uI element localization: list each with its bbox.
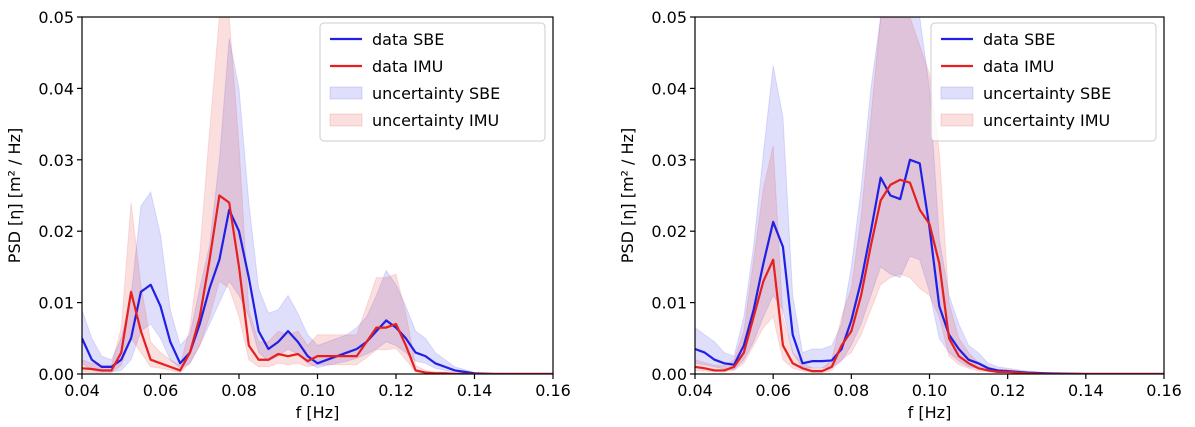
- y-tick-label: 0.00: [38, 365, 74, 384]
- legend-swatch-uncertainty-sbe: [940, 86, 974, 100]
- x-tick-label: 0.16: [1146, 381, 1182, 400]
- legend-label-data-sbe: data SBE: [983, 30, 1055, 49]
- y-tick-label: 0.05: [38, 8, 74, 27]
- legend-swatch-uncertainty-imu: [329, 113, 363, 127]
- y-tick-label: 0.03: [38, 151, 74, 170]
- x-axis-label: f [Hz]: [908, 403, 952, 422]
- legend: data SBE data IMU uncertainty SBE uncertain…: [319, 22, 546, 142]
- line-data-imu: [695, 178, 1164, 374]
- legend-box: [930, 22, 1157, 142]
- legend-label-uncertainty-imu: uncertainty IMU: [372, 111, 499, 130]
- chart-panel-2: 0.04 0.06 0.08 0.10 0.12 0.14 0.16 0.00 0.01 0.02…: [618, 8, 1182, 422]
- legend: data SBE data IMU uncertainty SBE uncertain…: [930, 22, 1157, 142]
- x-tick-label: 0.10: [300, 381, 336, 400]
- legend-box: [319, 22, 546, 142]
- x-tick-label: 0.14: [1068, 381, 1104, 400]
- legend-label-data-imu: data IMU: [983, 57, 1054, 76]
- y-tick-label: 0.04: [651, 79, 687, 98]
- y-tick-label: 0.04: [38, 79, 74, 98]
- line-data-sbe: [82, 208, 553, 374]
- y-axis-label: PSD [η] [m² / Hz]: [618, 128, 637, 263]
- x-tick-label: 0.04: [677, 381, 713, 400]
- x-tick-label: 0.10: [912, 381, 948, 400]
- band-uncertainty-imu: [695, 17, 1164, 374]
- x-tick-label: 0.08: [221, 381, 257, 400]
- plot-area: [82, 17, 553, 374]
- legend-label-uncertainty-sbe: uncertainty SBE: [983, 84, 1111, 103]
- band-uncertainty-imu: [82, 17, 553, 374]
- x-tick-label: 0.04: [64, 381, 100, 400]
- x-tick-label: 0.16: [535, 381, 571, 400]
- y-tick-label: 0.02: [651, 222, 687, 241]
- band-uncertainty-sbe: [695, 17, 1164, 374]
- x-tick-label: 0.14: [457, 381, 493, 400]
- x-tick-label: 0.12: [378, 381, 414, 400]
- legend-label-uncertainty-imu: uncertainty IMU: [983, 111, 1110, 130]
- legend-label-uncertainty-sbe: uncertainty SBE: [372, 84, 500, 103]
- y-tick-label: 0.05: [651, 8, 687, 27]
- chart-panel-1: 0.04 0.06 0.08 0.10 0.12 0.14 0.16 0.00 0.01 0.02…: [5, 8, 571, 422]
- y-tick-label: 0.00: [651, 365, 687, 384]
- legend-swatch-uncertainty-sbe: [329, 86, 363, 100]
- x-tick-label: 0.06: [755, 381, 791, 400]
- y-tick-label: 0.01: [38, 294, 74, 313]
- y-tick-label: 0.02: [38, 222, 74, 241]
- x-tick-label: 0.12: [990, 381, 1026, 400]
- x-axis-label: f [Hz]: [296, 403, 340, 422]
- y-tick-label: 0.03: [651, 151, 687, 170]
- y-axis-label: PSD [η] [m² / Hz]: [5, 128, 24, 263]
- x-tick-label: 0.08: [834, 381, 870, 400]
- legend-label-data-imu: data IMU: [372, 57, 443, 76]
- legend-label-data-sbe: data SBE: [372, 30, 444, 49]
- band-uncertainty-sbe: [82, 38, 553, 374]
- y-tick-label: 0.01: [651, 294, 687, 313]
- x-tick-label: 0.06: [143, 381, 179, 400]
- line-data-imu: [82, 194, 553, 374]
- plot-area: [695, 17, 1164, 374]
- legend-swatch-uncertainty-imu: [940, 113, 974, 127]
